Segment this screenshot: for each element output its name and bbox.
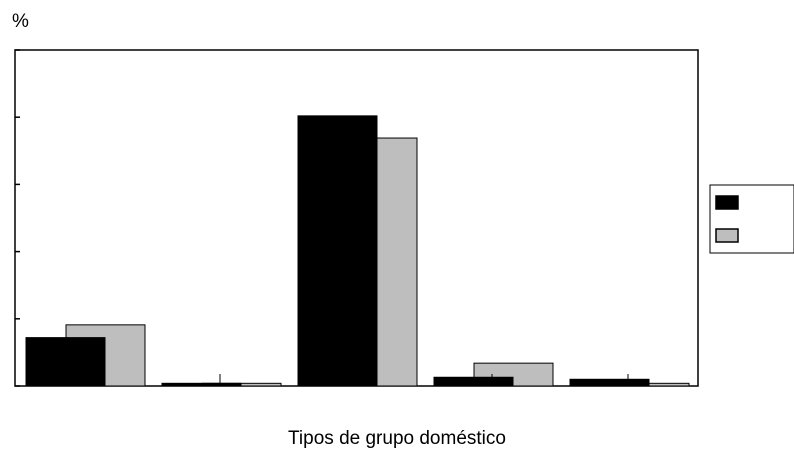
bar	[161, 382, 242, 387]
bar	[569, 378, 650, 387]
x-axis-label: Tipos de grupo doméstico	[288, 428, 506, 449]
bar	[25, 337, 106, 387]
bar	[433, 376, 514, 387]
legend-swatch	[715, 195, 739, 210]
y-axis-label: %	[12, 11, 29, 32]
legend-box	[709, 184, 794, 254]
legend-swatch	[715, 228, 739, 243]
bar	[297, 115, 378, 387]
